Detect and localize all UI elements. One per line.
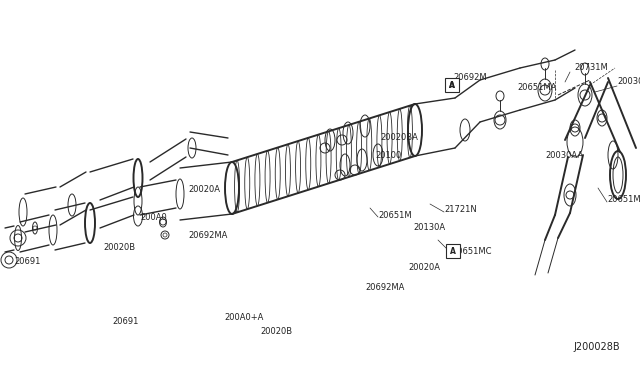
- Text: 20692MA: 20692MA: [188, 231, 227, 240]
- Bar: [446, 244, 460, 258]
- Text: 20020B: 20020B: [103, 244, 135, 253]
- Text: 20692M: 20692M: [453, 74, 486, 83]
- Text: 20030AA: 20030AA: [545, 151, 583, 160]
- Text: A: A: [449, 80, 455, 90]
- Text: J200028B: J200028B: [573, 342, 620, 352]
- Text: 20651M: 20651M: [378, 211, 412, 219]
- Text: 20731M: 20731M: [574, 64, 608, 73]
- Bar: [445, 78, 459, 92]
- Text: 200A0+A: 200A0+A: [224, 314, 264, 323]
- Text: 20020BA: 20020BA: [380, 134, 418, 142]
- Text: 20691: 20691: [14, 257, 40, 266]
- Text: 20020A: 20020A: [408, 263, 440, 273]
- Text: A: A: [450, 247, 456, 256]
- Text: A: A: [449, 80, 455, 90]
- Text: 20130A: 20130A: [413, 224, 445, 232]
- Text: 200A0: 200A0: [140, 214, 167, 222]
- Text: 20030B: 20030B: [617, 77, 640, 87]
- Text: 20020B: 20020B: [260, 327, 292, 337]
- Text: 20651MA: 20651MA: [517, 83, 556, 93]
- Text: 20692MA: 20692MA: [365, 283, 404, 292]
- Text: 21721N: 21721N: [444, 205, 477, 215]
- Text: 20651MA: 20651MA: [607, 196, 640, 205]
- Text: 20020A: 20020A: [188, 186, 220, 195]
- Text: 20100: 20100: [375, 151, 401, 160]
- Text: 20691: 20691: [112, 317, 138, 327]
- Text: 20651MC: 20651MC: [452, 247, 492, 257]
